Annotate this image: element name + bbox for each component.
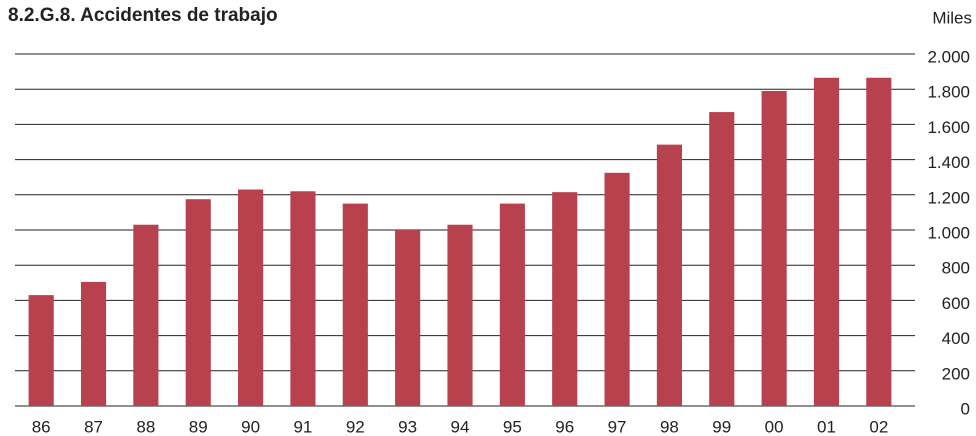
- x-tick-label: 02: [869, 417, 888, 436]
- bar: [761, 90, 787, 407]
- y-tick-label: 2.000: [927, 47, 970, 66]
- x-tick-label: 91: [293, 417, 312, 436]
- bar: [185, 199, 211, 406]
- x-tick-label: 89: [189, 417, 208, 436]
- x-tick-label: 86: [32, 417, 51, 436]
- x-tick-label: 96: [555, 417, 574, 436]
- chart-title: 8.2.G.8. Accidentes de trabajo: [8, 5, 278, 26]
- bar: [813, 77, 840, 406]
- bar: [395, 230, 421, 406]
- x-tick-label: 88: [136, 417, 155, 436]
- y-tick-label: 0: [961, 399, 970, 418]
- x-tick-label: 01: [817, 417, 836, 436]
- y-tick-label: 600: [942, 294, 970, 313]
- bar: [342, 203, 368, 406]
- y-tick-label: 1.000: [927, 223, 970, 242]
- y-tick-label: 1.200: [927, 188, 970, 207]
- y-tick-label: 1.400: [927, 153, 970, 172]
- x-tick-label: 93: [398, 417, 417, 436]
- bar: [238, 189, 264, 406]
- x-tick-label: 92: [346, 417, 365, 436]
- bar: [604, 172, 630, 406]
- x-tick-label: 94: [451, 417, 470, 436]
- x-tick-label: 87: [84, 417, 103, 436]
- y-tick-label: 1.800: [927, 83, 970, 102]
- x-tick-label: 00: [765, 417, 784, 436]
- bar: [709, 112, 735, 406]
- x-tick-label: 95: [503, 417, 522, 436]
- bar: [499, 203, 525, 406]
- bar: [447, 224, 473, 406]
- bar: [656, 144, 682, 406]
- y-axis-label: Miles: [932, 8, 972, 27]
- x-tick-label: 99: [712, 417, 731, 436]
- bar: [552, 192, 578, 406]
- bar: [28, 295, 54, 406]
- bar: [133, 224, 159, 406]
- bar: [866, 77, 892, 406]
- y-tick-label: 400: [942, 329, 970, 348]
- y-tick-label: 800: [942, 259, 970, 278]
- x-tick-label: 98: [660, 417, 679, 436]
- x-tick-label: 97: [608, 417, 627, 436]
- x-tick-label: 90: [241, 417, 260, 436]
- bar: [290, 191, 316, 406]
- y-tick-label: 1.600: [927, 118, 970, 137]
- y-tick-label: 200: [942, 364, 970, 383]
- bar: [80, 281, 107, 406]
